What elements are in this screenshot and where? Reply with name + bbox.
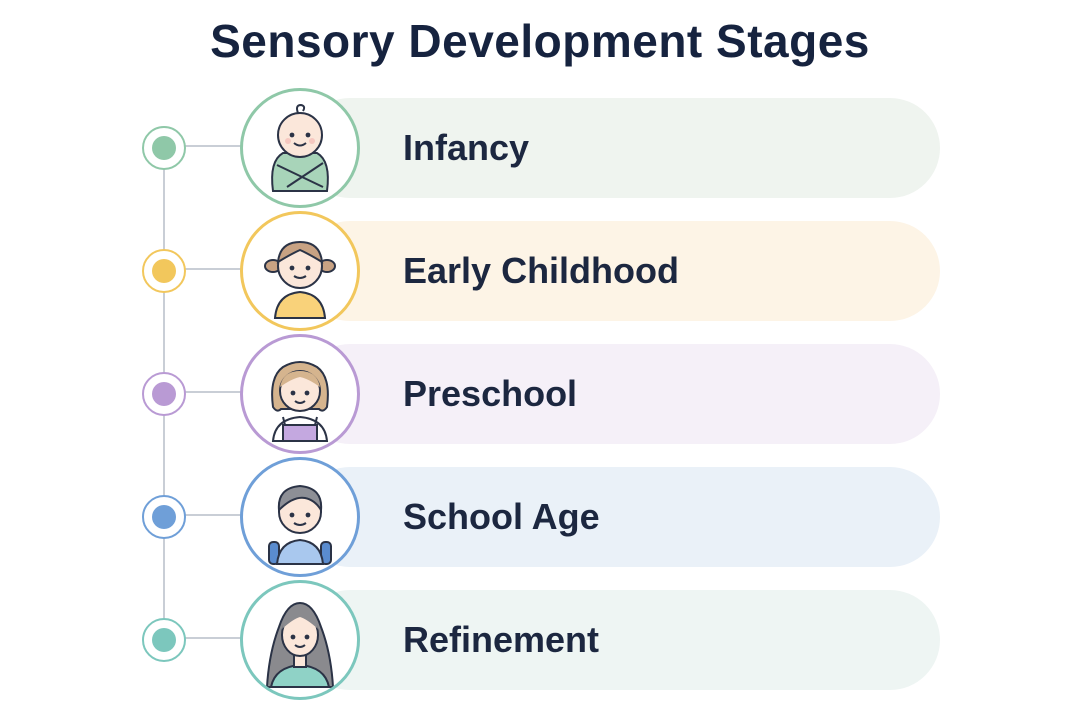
- toddler-pigtails-icon: [240, 211, 360, 331]
- stage-label: Infancy: [403, 127, 530, 168]
- diagram-title: Sensory Development Stages: [210, 15, 870, 67]
- stage-connector: [184, 514, 242, 516]
- stage-connector: [184, 145, 242, 147]
- stage-label: Preschool: [403, 373, 578, 414]
- stage-label: Early Childhood: [403, 250, 680, 291]
- stage-marker: [142, 372, 186, 416]
- stage-marker-dot: [152, 136, 176, 160]
- stage-marker-dot: [152, 259, 176, 283]
- preschool-girl-overalls-icon: [240, 334, 360, 454]
- stage-marker-dot: [152, 382, 176, 406]
- stage-row-infancy: Infancy: [0, 88, 1080, 208]
- stage-row-school-age: School Age: [0, 457, 1080, 577]
- stage-marker: [142, 618, 186, 662]
- stage-marker: [142, 249, 186, 293]
- stage-band: [300, 344, 940, 444]
- stage-connector: [184, 391, 242, 393]
- stage-label: School Age: [403, 496, 600, 537]
- stage-row-preschool: Preschool: [0, 334, 1080, 454]
- stage-band: [300, 467, 940, 567]
- stage-band: [300, 98, 940, 198]
- stage-marker-dot: [152, 505, 176, 529]
- stage-marker-dot: [152, 628, 176, 652]
- stage-row-early-childhood: Early Childhood: [0, 211, 1080, 331]
- stage-band: [300, 221, 940, 321]
- young-woman-icon: [240, 580, 360, 700]
- stage-connector: [184, 637, 242, 639]
- schoolboy-backpack-icon: [240, 457, 360, 577]
- stage-marker: [142, 126, 186, 170]
- stage-connector: [184, 268, 242, 270]
- stage-label: Refinement: [403, 619, 600, 660]
- stage-marker: [142, 495, 186, 539]
- stage-band: [300, 590, 940, 690]
- swaddled-baby-icon: [240, 88, 360, 208]
- stage-row-refinement: Refinement: [0, 580, 1080, 700]
